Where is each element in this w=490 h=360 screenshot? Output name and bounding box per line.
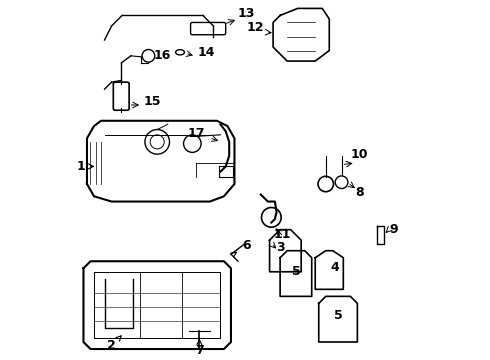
Text: 5: 5 (334, 309, 343, 322)
Text: 6: 6 (231, 239, 251, 257)
Text: 17: 17 (187, 127, 205, 140)
Text: 11: 11 (273, 228, 291, 242)
Text: 8: 8 (355, 186, 364, 199)
Text: 9: 9 (389, 223, 397, 236)
Text: 16: 16 (154, 49, 171, 62)
Text: 2: 2 (107, 336, 121, 352)
Text: 5: 5 (292, 265, 300, 278)
Text: 4: 4 (330, 261, 339, 274)
Text: 10: 10 (350, 148, 368, 161)
Text: 1: 1 (76, 160, 94, 173)
Text: 12: 12 (247, 21, 264, 34)
Text: 15: 15 (143, 95, 161, 108)
Text: 7: 7 (195, 340, 204, 357)
Text: 13: 13 (238, 7, 255, 20)
Text: 14: 14 (197, 46, 215, 59)
Text: 3: 3 (276, 241, 284, 254)
